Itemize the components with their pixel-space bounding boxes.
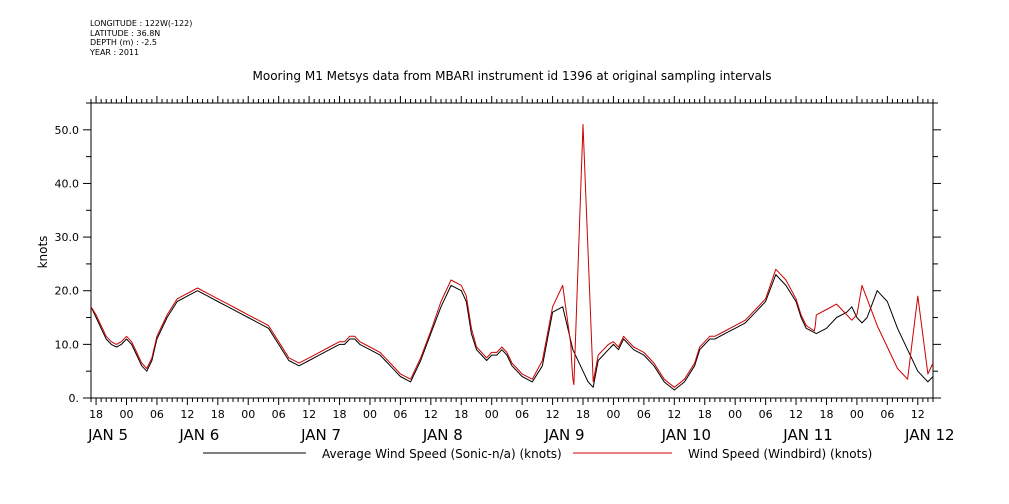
x-tick-label: 00 <box>120 408 134 421</box>
y-tick-label: 20.0 <box>55 285 80 298</box>
x-tick-label: 12 <box>302 408 316 421</box>
x-tick-label: 18 <box>89 408 103 421</box>
longitude-label: LONGITUDE : 122W(-122) <box>90 19 193 28</box>
x-day-label: JAN 9 <box>544 426 585 444</box>
axis-ticks <box>83 96 941 405</box>
x-day-label: JAN 5 <box>87 426 128 444</box>
x-tick-label: 12 <box>424 408 438 421</box>
y-axis-label: knots <box>36 236 50 269</box>
x-tick-label: 00 <box>728 408 742 421</box>
x-tick-label: 06 <box>880 408 894 421</box>
legend-label-windbird: Wind Speed (Windbird) (knots) <box>688 447 872 461</box>
x-tick-labels: 18 00 06 12 18 00 06 12 18 00 06 12 18 00 06 12 18 00 06 12… <box>89 408 925 421</box>
plot-frame <box>90 102 934 399</box>
x-day-label: JAN 7 <box>300 426 341 444</box>
x-tick-label: 06 <box>393 408 407 421</box>
x-tick-label: 12 <box>546 408 560 421</box>
x-tick-label: 12 <box>911 408 925 421</box>
x-day-label: JAN 12 <box>904 426 955 444</box>
legend-label-sonic: Average Wind Speed (Sonic-n/a) (knots) <box>322 447 562 461</box>
x-tick-label: 18 <box>454 408 468 421</box>
series-line-windbird <box>90 124 934 388</box>
x-tick-label: 18 <box>698 408 712 421</box>
depth-label: DEPTH (m) : -2.5 <box>90 38 157 47</box>
y-tick-label: 30.0 <box>55 231 80 244</box>
x-tick-label: 18 <box>211 408 225 421</box>
x-tick-label: 18 <box>576 408 590 421</box>
x-day-label: JAN 10 <box>661 426 712 444</box>
x-tick-label: 06 <box>637 408 651 421</box>
data-series <box>90 124 934 391</box>
x-tick-label: 18 <box>819 408 833 421</box>
x-tick-label: 00 <box>241 408 255 421</box>
x-tick-label: 06 <box>150 408 164 421</box>
latitude-label: LATITUDE : 36.8N <box>90 28 161 38</box>
x-day-label: JAN 6 <box>178 426 219 444</box>
x-tick-label: 12 <box>789 408 803 421</box>
x-day-label: JAN 8 <box>422 426 463 444</box>
legend: Average Wind Speed (Sonic-n/a) (knots) Wi… <box>203 447 872 461</box>
chart-title: Mooring M1 Metsys data from MBARI instru… <box>253 69 772 83</box>
x-tick-label: 00 <box>485 408 499 421</box>
y-tick-label: 50.0 <box>55 124 80 137</box>
x-tick-label: 00 <box>606 408 620 421</box>
y-tick-label: 10.0 <box>55 338 80 351</box>
x-tick-label: 06 <box>272 408 286 421</box>
x-tick-label: 18 <box>333 408 347 421</box>
y-tick-label: 0. <box>69 392 80 405</box>
x-tick-label: 06 <box>515 408 529 421</box>
y-tick-label: 40.0 <box>55 177 80 190</box>
y-tick-labels: 0. 10.0 20.0 30.0 40.0 50.0 <box>55 124 80 405</box>
year-label: YEAR : 2011 <box>90 47 140 57</box>
x-day-label: JAN 11 <box>782 426 833 444</box>
x-tick-label: 12 <box>667 408 681 421</box>
series-line-sonic <box>90 274 934 391</box>
x-tick-label: 00 <box>363 408 377 421</box>
station-metadata: LONGITUDE : 122W(-122) LATITUDE : 36.8N … <box>90 19 192 57</box>
plot-border <box>90 102 934 399</box>
x-tick-label: 12 <box>180 408 194 421</box>
x-tick-label: 06 <box>759 408 773 421</box>
x-tick-label: 00 <box>850 408 864 421</box>
x-day-labels: JAN 5 JAN 6 JAN 7 JAN 8 JAN 9 JAN 10 JAN 11 JAN… <box>87 426 954 444</box>
